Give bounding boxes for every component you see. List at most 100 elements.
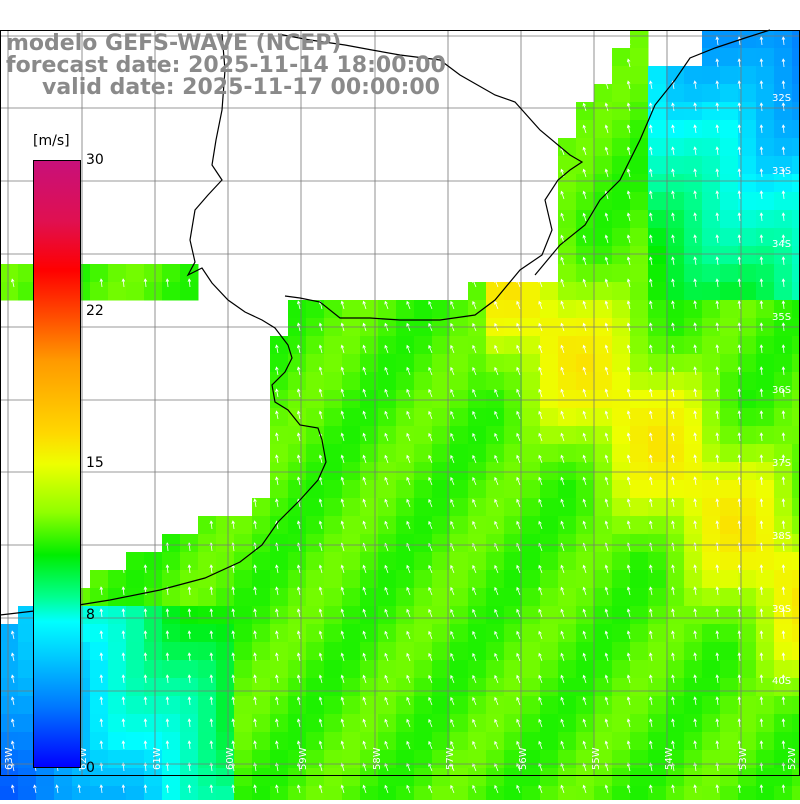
wind-cell (666, 462, 685, 481)
wind-arrow (626, 630, 631, 640)
wind-cell (36, 768, 55, 787)
wind-cell (126, 732, 145, 751)
wind-cell (234, 660, 253, 679)
wind-cell (792, 156, 800, 175)
wind-cell (414, 570, 433, 589)
wind-arrow (693, 80, 697, 90)
wind-arrow (384, 344, 389, 354)
wind-cell (108, 714, 127, 733)
wind-arrow (362, 520, 367, 530)
valid-date: valid date: 2025-11-17 00:00:00 (42, 75, 440, 100)
wind-arrow (582, 168, 587, 178)
wind-cell (522, 336, 541, 355)
wind-arrow (649, 432, 653, 442)
wind-cell (702, 552, 721, 571)
wind-arrow (494, 432, 499, 442)
wind-arrow (516, 740, 521, 750)
wind-cell (504, 354, 523, 373)
wind-cell (342, 408, 361, 427)
wind-cell (144, 570, 163, 589)
wind-cell (288, 336, 307, 355)
wind-cell (720, 678, 739, 697)
wind-cell (612, 606, 631, 625)
wind-arrow (604, 630, 609, 640)
wind-arrow (209, 674, 214, 684)
wind-cell (684, 696, 703, 715)
wind-arrow (318, 762, 323, 772)
wind-arrow (362, 498, 367, 508)
wind-cell (558, 282, 577, 301)
wind-cell (702, 750, 721, 769)
wind-cell (396, 678, 415, 697)
wind-cell (540, 408, 559, 427)
wind-arrow (384, 740, 389, 750)
wind-arrow (187, 630, 192, 640)
wind-arrow (253, 586, 257, 596)
wind-cell (540, 624, 559, 643)
wind-arrow (121, 630, 126, 640)
wind-cell (90, 714, 109, 733)
wind-arrow (494, 366, 499, 376)
wind-cell (576, 696, 595, 715)
wind-arrow (209, 784, 214, 794)
wind-cell (666, 336, 685, 355)
wind-cell (666, 66, 685, 85)
wind-cell (162, 696, 181, 715)
wind-arrow (715, 366, 720, 376)
wind-cell (648, 588, 667, 607)
wind-arrow (275, 718, 279, 728)
wind-cell (324, 336, 343, 355)
wind-cell (306, 678, 325, 697)
wind-arrow (209, 520, 214, 530)
wind-cell (612, 390, 631, 409)
wind-arrow (582, 476, 587, 486)
wind-cell (90, 732, 109, 751)
wind-cell (756, 336, 775, 355)
wind-arrow (99, 630, 104, 640)
wind-arrow (737, 146, 742, 156)
wind-cell (270, 732, 289, 751)
wind-cell (324, 300, 343, 319)
wind-arrow (671, 102, 675, 112)
longitude-label: 52W (787, 747, 798, 770)
wind-arrow (759, 410, 764, 420)
wind-cell (216, 534, 235, 553)
wind-arrow (362, 608, 367, 618)
wind-cell (684, 570, 703, 589)
wind-arrow (781, 168, 786, 178)
wind-arrow (626, 740, 631, 750)
wind-arrow (759, 300, 764, 310)
wind-arrow (384, 432, 389, 442)
wind-arrow (649, 696, 653, 706)
wind-cell (612, 192, 631, 211)
wind-arrow (604, 278, 609, 288)
wind-cell (666, 732, 685, 751)
wind-cell (792, 408, 800, 427)
wind-cell (774, 588, 793, 607)
wind-cell (288, 480, 307, 499)
wind-cell (522, 678, 541, 697)
wind-cell (612, 354, 631, 373)
wind-arrow (472, 674, 477, 684)
wind-cell (630, 354, 649, 373)
wind-cell (360, 354, 379, 373)
wind-cell (324, 372, 343, 391)
wind-arrow (737, 256, 742, 266)
wind-cell (432, 426, 451, 445)
wind-cell (630, 660, 649, 679)
wind-cell (270, 588, 289, 607)
wind-cell (720, 588, 739, 607)
wind-cell (396, 300, 415, 319)
wind-arrow (494, 718, 499, 728)
wind-cell (576, 642, 595, 661)
wind-arrow (759, 234, 764, 244)
wind-arrow (737, 696, 742, 706)
wind-cell (378, 642, 397, 661)
wind-cell (666, 102, 685, 121)
wind-cell (396, 660, 415, 679)
wind-arrow (296, 652, 301, 662)
wind-cell (576, 678, 595, 697)
wind-arrow (406, 696, 411, 706)
wind-arrow (737, 190, 742, 200)
wind-cell (216, 570, 235, 589)
